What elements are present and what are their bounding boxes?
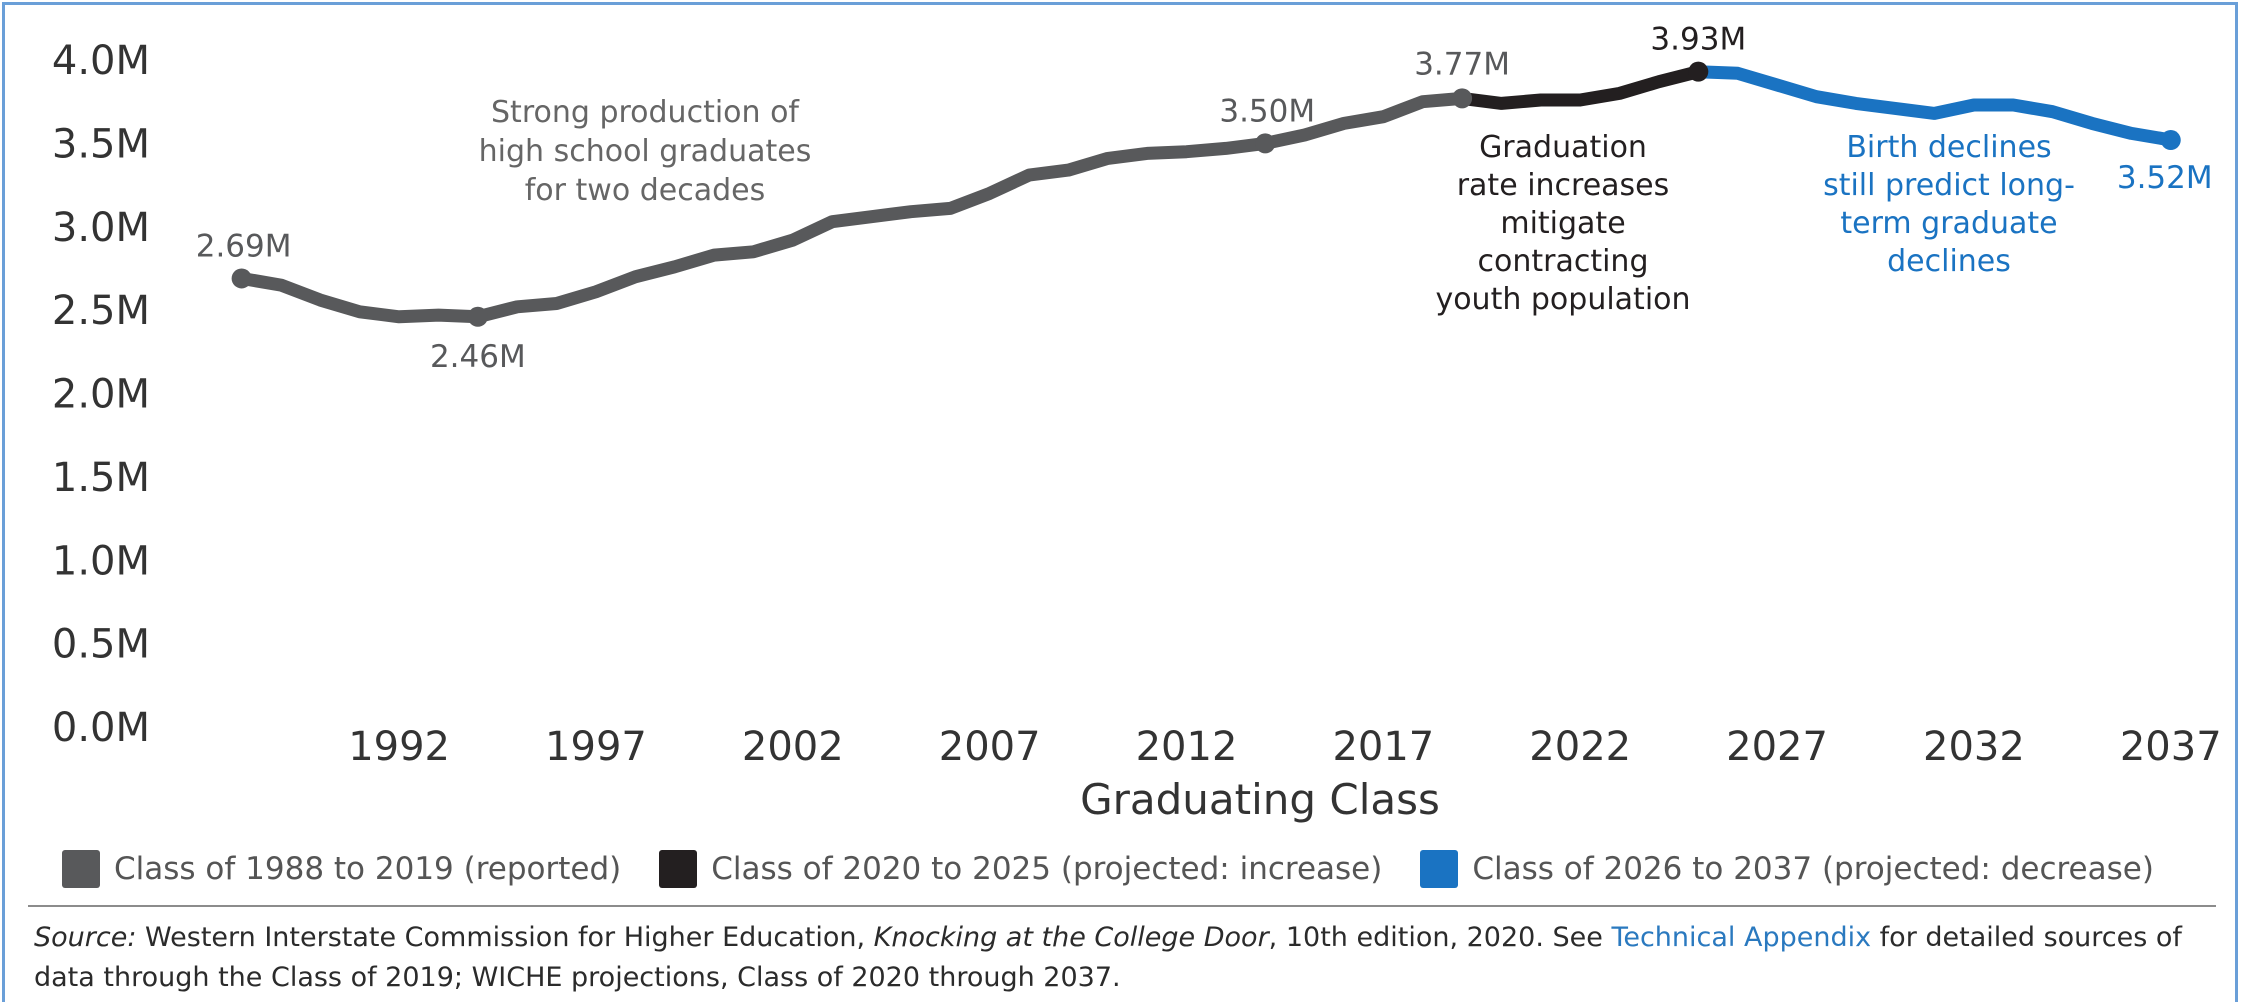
point-markers xyxy=(231,61,2181,327)
point-label: 2.46M xyxy=(430,339,526,375)
x-tick-label: 2032 xyxy=(1923,724,2025,770)
annotation-line: for two decades xyxy=(525,173,765,208)
annotation-line: high school graduates xyxy=(479,134,812,169)
point-label: 3.50M xyxy=(1219,93,1315,129)
source-note: Source: Western Interstate Commission fo… xyxy=(34,918,2214,998)
x-axis-label: Graduating Class xyxy=(1080,775,1440,824)
source-text-1: Western Interstate Commission for Higher… xyxy=(136,922,874,953)
point-marker xyxy=(2160,130,2181,151)
y-tick-label: 2.0M xyxy=(52,372,150,418)
legend-label: Class of 2020 to 2025 (projected: increa… xyxy=(711,851,1383,887)
source-text-2: , 10th edition, 2020. See xyxy=(1268,922,1612,953)
y-tick-label: 2.5M xyxy=(52,288,150,334)
annotation-line: declines xyxy=(1887,244,2011,279)
annotation-2: Graduation rate increases mitigate contract… xyxy=(1435,130,1690,317)
point-label: 2.69M xyxy=(196,228,292,264)
x-tick-label: 1997 xyxy=(545,724,647,770)
legend-item-1: Class of 1988 to 2019 (reported) xyxy=(62,850,621,888)
x-tick-label: 2037 xyxy=(2120,724,2222,770)
legend-label: Class of 2026 to 2037 (projected: decrea… xyxy=(1472,851,2154,887)
legend: Class of 1988 to 2019 (reported) Class of… xyxy=(62,845,2192,893)
y-tick-label: 3.0M xyxy=(52,205,150,251)
annotations: Strong production of high school graduate… xyxy=(479,95,2075,317)
point-marker xyxy=(1688,61,1709,82)
annotation-line: Strong production of xyxy=(491,95,800,130)
series-line-3 xyxy=(1691,65,2178,147)
series-line-1 xyxy=(235,91,1469,324)
annotation-line: rate increases xyxy=(1457,168,1670,203)
line-chart: 0.0M 0.5M 1.0M 1.5M 2.0M 2.5M 3.0M 3.5M 4.0M 199… xyxy=(52,22,2222,824)
annotation-line: Graduation xyxy=(1479,130,1647,165)
series-line-2 xyxy=(1455,65,1705,110)
point-marker xyxy=(1255,133,1276,154)
annotation-line: contracting xyxy=(1478,244,1649,279)
source-text-3: for detailed sources of data through the… xyxy=(34,922,2182,993)
point-label: 3.93M xyxy=(1650,22,1746,58)
y-tick-label: 4.0M xyxy=(52,38,150,84)
source-title: Knocking at the College Door xyxy=(873,922,1269,953)
annotation-line: mitigate xyxy=(1500,206,1625,241)
x-tick-label: 2002 xyxy=(742,724,844,770)
legend-swatch xyxy=(62,850,100,888)
point-labels: 2.69M 2.46M 3.50M 3.77M 3.93M 3.52M xyxy=(196,22,2213,375)
x-axis: 1992 1997 2002 2007 2012 2017 2022 2027 2032 2037 xyxy=(348,724,2221,770)
point-marker xyxy=(467,306,488,327)
point-marker xyxy=(231,268,252,289)
y-tick-label: 0.0M xyxy=(52,705,150,751)
x-tick-label: 2027 xyxy=(1726,724,1828,770)
y-tick-label: 0.5M xyxy=(52,622,150,668)
x-tick-label: 2012 xyxy=(1136,724,1238,770)
divider xyxy=(28,905,2216,907)
legend-swatch xyxy=(1420,850,1459,888)
x-tick-label: 2007 xyxy=(939,724,1041,770)
point-label: 3.77M xyxy=(1414,46,1510,82)
y-tick-label: 3.5M xyxy=(52,121,150,167)
x-tick-label: 2022 xyxy=(1529,724,1631,770)
y-axis: 0.0M 0.5M 1.0M 1.5M 2.0M 2.5M 3.0M 3.5M 4.0M xyxy=(52,38,150,751)
annotation-line: still predict long- xyxy=(1823,168,2075,203)
x-tick-label: 2017 xyxy=(1332,724,1434,770)
source-label: Source: xyxy=(34,922,137,953)
annotation-line: Birth declines xyxy=(1846,130,2051,165)
x-tick-label: 1992 xyxy=(348,724,450,770)
technical-appendix-link[interactable]: Technical Appendix xyxy=(1611,922,1872,953)
annotation-3: Birth declines still predict long-term gr… xyxy=(1823,130,2075,279)
annotation-line: youth population xyxy=(1435,282,1690,317)
annotation-1: Strong production of high school graduate… xyxy=(479,95,812,208)
y-tick-label: 1.0M xyxy=(52,538,150,584)
legend-label: Class of 1988 to 2019 (reported) xyxy=(114,851,622,887)
legend-swatch xyxy=(659,850,698,888)
point-label: 3.52M xyxy=(2117,160,2213,196)
point-marker xyxy=(1452,88,1473,109)
legend-item-3: Class of 2026 to 2037 (projected: decrea… xyxy=(1420,850,2154,888)
annotation-line: term graduate xyxy=(1840,206,2057,241)
legend-item-2: Class of 2020 to 2025 (projected: increa… xyxy=(659,850,1382,888)
y-tick-label: 1.5M xyxy=(52,455,150,501)
